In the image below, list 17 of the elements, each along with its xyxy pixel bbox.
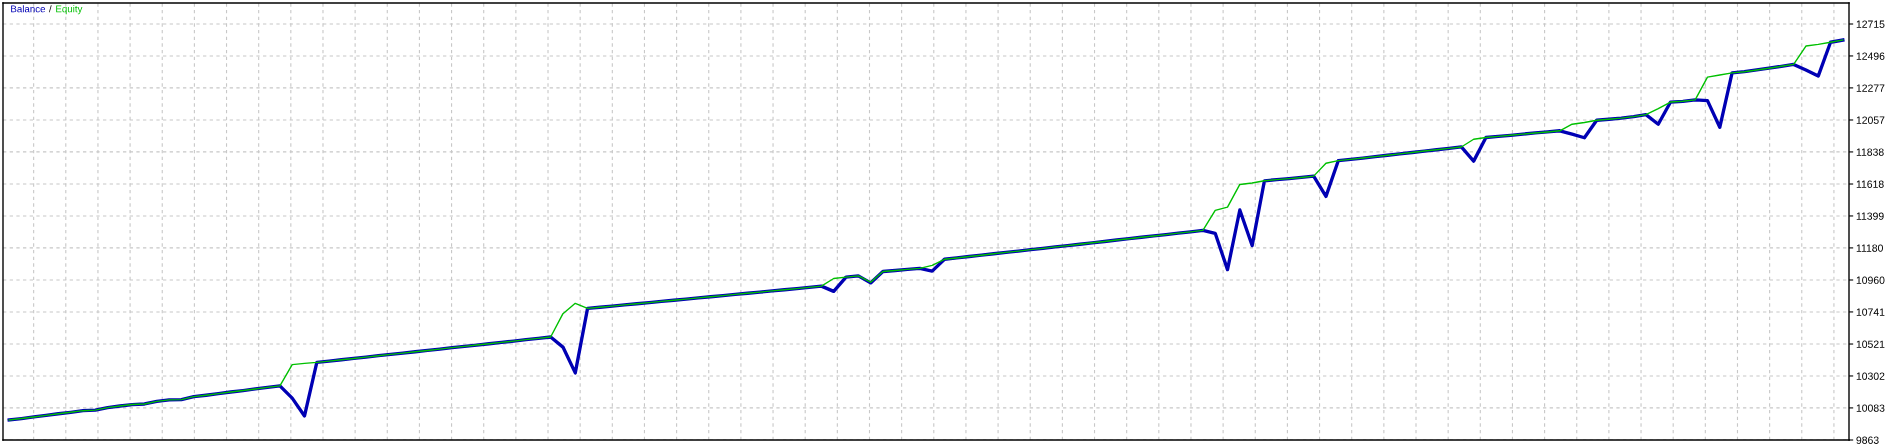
y-tick-label: 11399 bbox=[1856, 212, 1884, 220]
text: Equity bbox=[56, 5, 83, 15]
y-tick-label: 10741 bbox=[1856, 308, 1885, 316]
y-tick-label: 11180 bbox=[1856, 244, 1883, 252]
y-tick-label: 12057 bbox=[1856, 116, 1885, 124]
annotation: / bbox=[48, 5, 52, 13]
y-tick-label: 9863 bbox=[1856, 436, 1879, 444]
y-tick-label: 10083 bbox=[1856, 404, 1885, 412]
text: Balance bbox=[11, 5, 46, 13]
y-tick-label: 11618 bbox=[1856, 180, 1884, 188]
y-tick-label: 11838 bbox=[1856, 148, 1884, 156]
y-tick-label: 10960 bbox=[1856, 276, 1885, 284]
y-tick-label: 10302 bbox=[1856, 372, 1885, 380]
y-tick-label: 12715 bbox=[1856, 20, 1885, 28]
y-tick-label: 12496 bbox=[1856, 52, 1885, 60]
y-tick-label: 10521 bbox=[1856, 340, 1885, 348]
y-tick-label: 12277 bbox=[1856, 84, 1885, 92]
